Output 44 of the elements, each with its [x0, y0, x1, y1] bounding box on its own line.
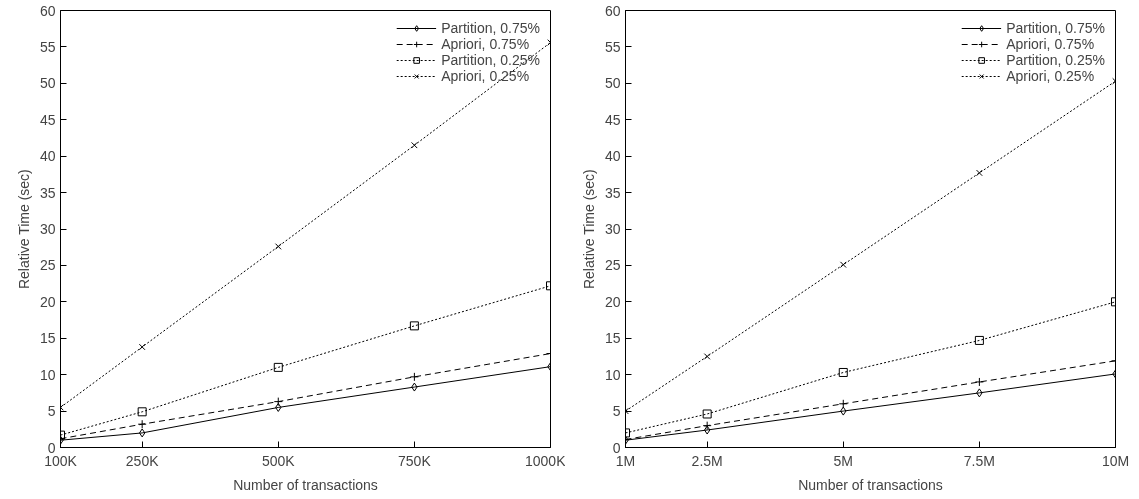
x-tick-label: 2.5M: [691, 452, 723, 469]
y-tick-label: 15: [39, 330, 56, 347]
y-tick-label: 20: [39, 293, 56, 310]
y-tick-label: 40: [39, 148, 56, 165]
y-tick-label: 40: [604, 148, 621, 165]
legend-label: Partition, 0.25%: [441, 52, 540, 68]
x-axis-title: Number of transactions: [798, 476, 943, 493]
y-tick-label: 25: [39, 257, 56, 274]
x-tick-label: 10M: [1101, 452, 1130, 469]
y-tick-label: 60: [39, 2, 56, 19]
y-tick-label: 5: [612, 403, 621, 420]
legend-label: Partition, 0.75%: [441, 20, 540, 36]
y-axis-title: Relative Time (sec): [15, 169, 32, 290]
y-tick-label: 5: [47, 403, 56, 420]
legend-label: Partition, 0.75%: [1006, 20, 1105, 36]
legend-label: Partition, 0.25%: [1006, 52, 1105, 68]
y-tick-label: 50: [39, 75, 56, 92]
x-tick-label: 1000K: [525, 452, 567, 469]
x-tick-label: 5M: [833, 452, 854, 469]
y-tick-label: 10: [604, 366, 621, 383]
legend-label: Apriori, 0.25%: [441, 68, 530, 84]
y-tick-label: 55: [604, 38, 621, 55]
legend-label: Apriori, 0.75%: [441, 36, 530, 52]
y-tick-label: 15: [604, 330, 621, 347]
legend-label: Apriori, 0.25%: [1006, 68, 1095, 84]
x-axis-title: Number of transactions: [233, 476, 378, 493]
y-tick-label: 60: [604, 2, 621, 19]
legend-label: Apriori, 0.75%: [1006, 36, 1095, 52]
y-tick-label: 45: [39, 111, 56, 128]
y-tick-label: 50: [604, 75, 621, 92]
y-tick-label: 35: [39, 184, 56, 201]
y-tick-label: 10: [39, 366, 56, 383]
y-tick-label: 30: [39, 221, 56, 237]
x-tick-label: 250K: [125, 452, 160, 469]
y-tick-label: 55: [39, 38, 56, 55]
x-tick-label: 7.5M: [963, 452, 995, 469]
x-tick-label: 750K: [398, 452, 432, 469]
x-tick-label: 500K: [261, 452, 296, 469]
y-axis-title: Relative Time (sec): [580, 169, 597, 290]
y-tick-label: 45: [604, 111, 621, 128]
y-tick-label: 35: [604, 184, 621, 201]
y-tick-label: 25: [604, 257, 621, 274]
y-tick-label: 30: [604, 221, 621, 237]
y-tick-label: 20: [604, 293, 621, 310]
